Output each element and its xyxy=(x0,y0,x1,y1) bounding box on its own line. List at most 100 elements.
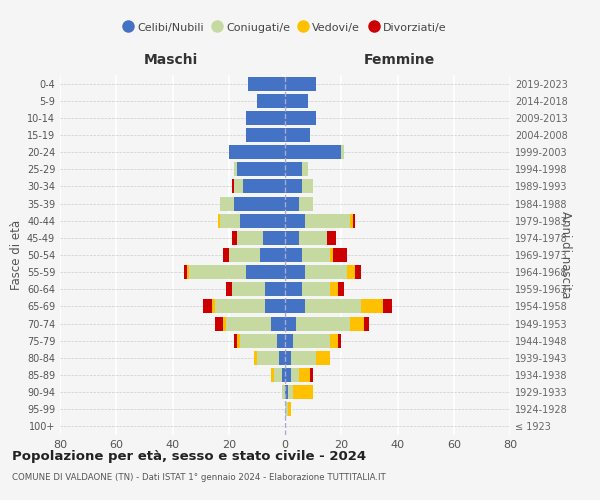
Bar xyxy=(285,145,341,159)
Text: Maschi: Maschi xyxy=(144,54,198,68)
Bar xyxy=(330,248,333,262)
Bar xyxy=(285,351,290,365)
Bar xyxy=(229,145,285,159)
Bar xyxy=(223,248,229,262)
Bar xyxy=(215,300,265,314)
Bar xyxy=(254,351,257,365)
Bar xyxy=(305,300,361,314)
Bar xyxy=(203,300,212,314)
Bar xyxy=(288,385,293,399)
Bar xyxy=(285,162,302,176)
Bar xyxy=(285,402,288,416)
Bar xyxy=(350,214,353,228)
Bar xyxy=(305,214,350,228)
Bar xyxy=(220,214,240,228)
Bar xyxy=(237,231,263,245)
Bar xyxy=(257,351,280,365)
Bar xyxy=(285,385,288,399)
Bar xyxy=(184,265,187,279)
Bar xyxy=(265,300,285,314)
Bar xyxy=(240,334,277,347)
Bar xyxy=(218,214,220,228)
Bar xyxy=(330,282,338,296)
Bar xyxy=(341,145,344,159)
Bar xyxy=(245,111,285,125)
Bar xyxy=(383,300,392,314)
Bar xyxy=(232,282,265,296)
Bar xyxy=(245,128,285,142)
Bar xyxy=(235,196,285,210)
Bar xyxy=(220,196,235,210)
Bar xyxy=(235,162,237,176)
Bar xyxy=(285,76,316,90)
Bar xyxy=(277,334,285,347)
Bar xyxy=(338,334,341,347)
Bar xyxy=(240,214,285,228)
Bar xyxy=(296,316,350,330)
Bar xyxy=(302,248,330,262)
Bar xyxy=(333,248,347,262)
Bar xyxy=(257,94,285,108)
Bar xyxy=(330,334,338,347)
Bar xyxy=(316,351,330,365)
Y-axis label: Anni di nascita: Anni di nascita xyxy=(559,212,572,298)
Bar xyxy=(237,334,240,347)
Bar xyxy=(237,162,285,176)
Text: Popolazione per età, sesso e stato civile - 2024: Popolazione per età, sesso e stato civil… xyxy=(12,450,366,463)
Bar xyxy=(285,128,310,142)
Bar xyxy=(305,265,347,279)
Bar xyxy=(285,94,308,108)
Bar xyxy=(285,248,302,262)
Bar xyxy=(302,282,330,296)
Bar xyxy=(271,316,285,330)
Bar xyxy=(226,282,232,296)
Bar xyxy=(293,385,313,399)
Bar xyxy=(215,316,223,330)
Bar xyxy=(223,316,226,330)
Bar xyxy=(285,265,305,279)
Bar xyxy=(327,231,335,245)
Bar xyxy=(212,300,215,314)
Bar xyxy=(235,180,243,194)
Bar xyxy=(361,300,383,314)
Text: Femmine: Femmine xyxy=(364,54,434,68)
Bar xyxy=(350,316,364,330)
Bar xyxy=(271,368,274,382)
Bar xyxy=(285,334,293,347)
Bar xyxy=(285,316,296,330)
Bar xyxy=(302,162,308,176)
Bar xyxy=(347,265,355,279)
Bar xyxy=(338,282,344,296)
Bar xyxy=(285,196,299,210)
Bar xyxy=(364,316,370,330)
Bar xyxy=(293,334,330,347)
Bar xyxy=(229,248,260,262)
Bar xyxy=(285,214,305,228)
Bar xyxy=(355,265,361,279)
Y-axis label: Fasce di età: Fasce di età xyxy=(10,220,23,290)
Bar xyxy=(235,334,237,347)
Bar xyxy=(310,368,313,382)
Bar xyxy=(260,248,285,262)
Bar xyxy=(290,351,316,365)
Bar xyxy=(285,180,302,194)
Bar xyxy=(282,385,285,399)
Bar xyxy=(299,231,327,245)
Bar xyxy=(282,368,285,382)
Bar xyxy=(353,214,355,228)
Text: COMUNE DI VALDAONE (TN) - Dati ISTAT 1° gennaio 2024 - Elaborazione TUTTITALIA.I: COMUNE DI VALDAONE (TN) - Dati ISTAT 1° … xyxy=(12,472,386,482)
Bar xyxy=(245,265,285,279)
Bar xyxy=(285,368,290,382)
Bar xyxy=(299,196,313,210)
Bar xyxy=(187,265,190,279)
Bar xyxy=(285,282,302,296)
Bar xyxy=(288,402,290,416)
Bar xyxy=(285,111,316,125)
Bar xyxy=(248,76,285,90)
Bar xyxy=(274,368,282,382)
Bar xyxy=(263,231,285,245)
Legend: Celibi/Nubili, Coniugati/e, Vedovi/e, Divorziati/e: Celibi/Nubili, Coniugati/e, Vedovi/e, Di… xyxy=(119,18,451,37)
Bar xyxy=(299,368,310,382)
Bar xyxy=(243,180,285,194)
Bar xyxy=(265,282,285,296)
